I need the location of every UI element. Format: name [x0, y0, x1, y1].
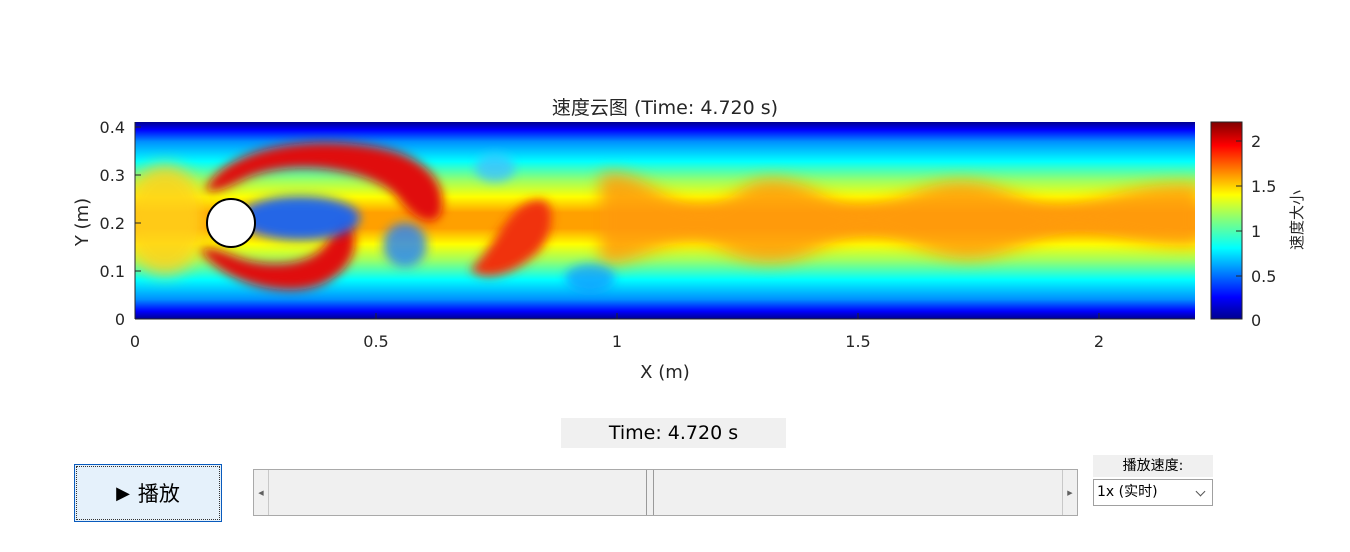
arrow-right-icon[interactable]: ▶ [1062, 470, 1077, 515]
y-tick-label: 0.4 [100, 118, 125, 137]
time-display: Time: 4.720 s [561, 418, 786, 448]
plot-title: 速度云图 (Time: 4.720 s) [551, 97, 779, 119]
speed-label: 播放速度: [1093, 455, 1213, 477]
lower-shear-layer [200, 222, 355, 290]
y-tick-labels: 0 0.1 0.2 0.3 0.4 [100, 118, 125, 329]
speed-dropdown[interactable]: 1x (实时) [1093, 479, 1213, 506]
y-axis-label: Y (m) [72, 198, 93, 247]
cyan-pocket-lower [565, 264, 615, 292]
x-tick-label: 0 [130, 332, 140, 351]
wake-core [600, 173, 1195, 263]
colorbar-tick-label: 0.5 [1251, 267, 1276, 286]
wake-deficit-2 [383, 223, 427, 267]
slider-thumb[interactable] [645, 470, 654, 515]
colorbar-tick-label: 1.5 [1251, 177, 1276, 196]
velocity-field [135, 122, 1195, 319]
y-tick-label: 0.3 [100, 166, 125, 185]
y-tick-label: 0 [115, 310, 125, 329]
time-slider[interactable]: ◀ ▶ [253, 469, 1078, 516]
flow-figure: 0 0.5 1 1.5 2 0 0.1 0.2 0.3 0.4 X (m) Y … [72, 118, 1306, 383]
colorbar-tick-label: 2 [1251, 132, 1261, 151]
play-button-label: 播放 [137, 482, 180, 506]
colorbar-gradient [1210, 121, 1243, 320]
axes [134, 122, 1195, 320]
inlet-region [135, 165, 205, 275]
y-tick-label: 0.2 [100, 214, 125, 233]
x-tick-label: 2 [1094, 332, 1104, 351]
x-axis-label: X (m) [640, 362, 690, 383]
arrow-left-icon[interactable]: ◀ [254, 470, 269, 515]
x-tick-label: 1 [612, 332, 622, 351]
colorbar-label: 速度大小 [1288, 190, 1306, 250]
speed-dropdown-value: 1x (实时) [1097, 484, 1158, 500]
chevron-down-icon [1195, 486, 1206, 497]
shed-vortex [470, 200, 552, 277]
x-tick-labels: 0 0.5 1 1.5 2 [130, 332, 1104, 351]
cylinder-obstacle [206, 198, 256, 248]
colorbar-tick-label: 1 [1251, 222, 1261, 241]
cyan-pocket-upper [475, 154, 515, 182]
play-icon: ▶ [116, 482, 130, 504]
x-tick-label: 0.5 [363, 332, 388, 351]
x-tick-label: 1.5 [845, 332, 870, 351]
y-tick-label: 0.1 [100, 262, 125, 281]
wake-deficit [240, 196, 360, 240]
colorbar-tick-label: 0 [1251, 311, 1261, 330]
upper-shear-layer [205, 142, 443, 222]
colorbar: 0 0.5 1 1.5 2 速度大小 [1210, 121, 1306, 330]
play-button[interactable]: ▶ 播放 [74, 464, 222, 522]
